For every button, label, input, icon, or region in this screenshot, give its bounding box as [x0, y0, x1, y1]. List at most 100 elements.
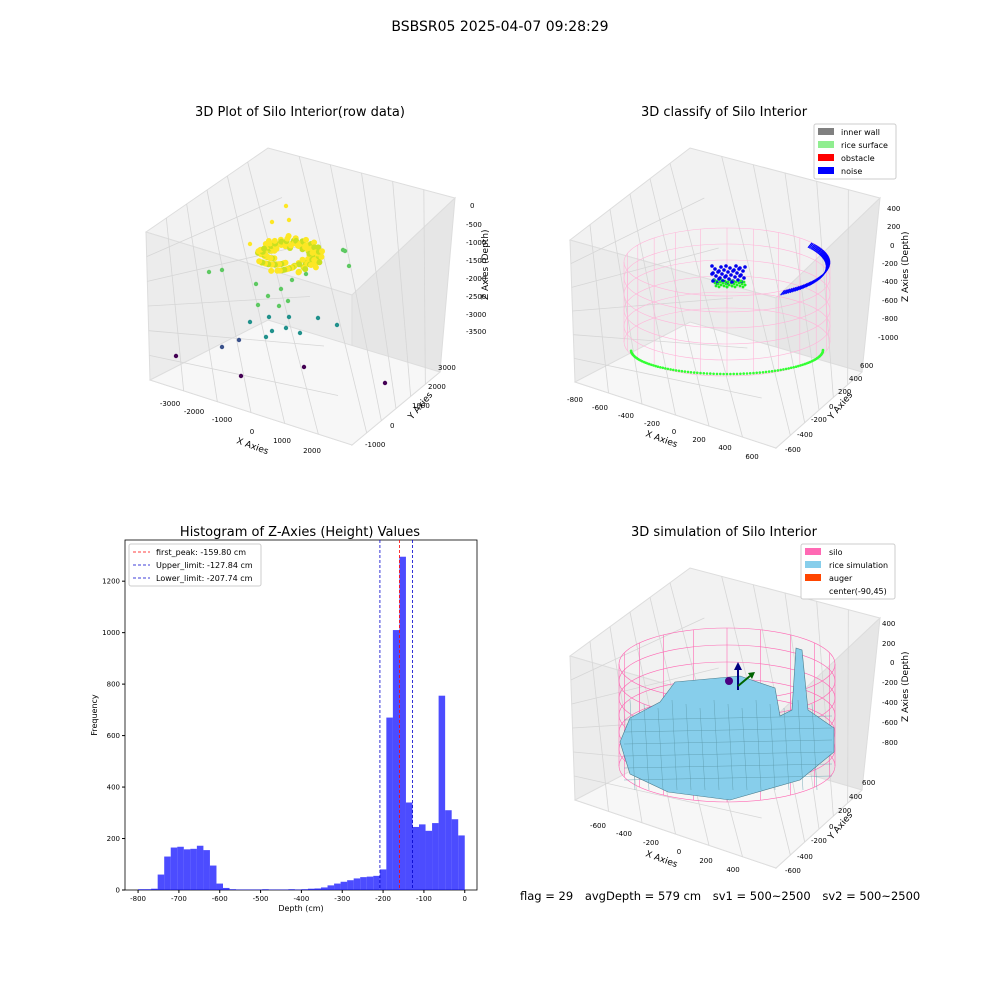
- p1-ztick-5: -2500: [466, 293, 486, 301]
- p1-xtick-4: 1000: [273, 437, 291, 445]
- panel4-auger: [725, 662, 755, 690]
- rice-surface-point: [677, 369, 681, 373]
- rice-surface-point: [799, 364, 802, 367]
- grid-line: [392, 181, 412, 397]
- legend-swatch: [818, 128, 834, 135]
- data-point: [256, 258, 263, 265]
- data-point: [311, 244, 318, 251]
- hist-bar: [157, 874, 165, 890]
- noise-point: [819, 250, 825, 256]
- p4-xtick-4: 200: [699, 857, 712, 865]
- hist-bar: [340, 881, 348, 890]
- hist-bar: [399, 556, 406, 890]
- y-tick-label: 400: [107, 784, 120, 792]
- p1-ztick-4: -2000: [466, 275, 486, 283]
- rice-surface-point: [686, 370, 690, 374]
- legend-label: Upper_limit: -127.84 cm: [156, 561, 253, 570]
- data-point: [265, 293, 271, 299]
- rice-surface-point: [699, 371, 702, 375]
- data-point: [271, 237, 278, 244]
- rice-surface-point: [652, 364, 655, 367]
- p2-xtick-7: 600: [745, 453, 758, 461]
- hist-bar: [262, 889, 269, 890]
- rice-surface-point: [740, 282, 744, 286]
- auger-shaft-y: [737, 675, 751, 687]
- hist-bar: [419, 824, 426, 891]
- x-tick-label: -600: [212, 895, 228, 903]
- rice-surface-point: [724, 282, 728, 286]
- rice-surface-point: [629, 349, 633, 353]
- rice-surface-point: [767, 370, 771, 373]
- noise-point: [825, 258, 830, 265]
- rice-surface-point: [784, 367, 788, 371]
- noise-point: [710, 264, 714, 268]
- p1-xlabel: X Axies: [235, 436, 270, 457]
- rice-surface-point: [761, 371, 765, 374]
- noise-point: [820, 251, 826, 258]
- noise-point: [804, 282, 809, 289]
- hist-bar: [275, 889, 282, 890]
- noise-point: [730, 280, 734, 284]
- noise-point: [785, 288, 791, 295]
- hist-bar: [151, 888, 158, 890]
- hist-bar: [216, 883, 223, 890]
- p4-zlabel: Z Axies (Depth): [901, 651, 911, 722]
- hist-bar: [170, 847, 178, 890]
- panel1-grid: [146, 156, 426, 435]
- p4-ztick-0: 400: [882, 620, 895, 628]
- rice-surface-point: [770, 369, 774, 373]
- hist-bar: [242, 889, 250, 890]
- surface-mesh-line: [623, 763, 833, 769]
- surface-mesh-line: [629, 699, 636, 791]
- data-point: [283, 203, 289, 209]
- data-point: [346, 263, 352, 269]
- hist-bar: [438, 695, 446, 890]
- grid-line: [784, 172, 820, 411]
- hist-bar: [373, 875, 380, 890]
- noise-point: [782, 289, 788, 296]
- data-point: [206, 269, 212, 275]
- noise-point: [813, 245, 819, 252]
- noise-point: [743, 265, 747, 269]
- noise-point: [738, 274, 742, 278]
- rice-surface-point: [776, 369, 780, 372]
- rice-surface-point: [792, 366, 795, 369]
- status-footer: flag = 29 avgDepth = 579 cm sv1 = 500~25…: [520, 889, 928, 903]
- rice-surface-point: [787, 367, 790, 370]
- rice-surface-point: [659, 366, 662, 369]
- surface-mesh-line: [783, 707, 790, 791]
- data-point: [303, 236, 309, 243]
- surface-mesh-line: [699, 707, 706, 791]
- legend-swatch: [818, 167, 834, 174]
- p2-ytick-6: 600: [860, 362, 873, 370]
- p2-xtick-6: 400: [718, 444, 731, 452]
- noise-point: [737, 267, 741, 271]
- hist-bar: [249, 889, 256, 890]
- rice-surface-point: [764, 370, 768, 374]
- rice-surface-point: [705, 372, 709, 375]
- data-point: [315, 315, 321, 321]
- surface-mesh-line: [685, 703, 692, 791]
- panel2-title: 3D classify of Silo Interior: [641, 105, 808, 120]
- hist-bar: [392, 630, 400, 890]
- noise-point: [729, 273, 733, 277]
- p4-ztick-3: -200: [882, 679, 898, 687]
- rice-surface-point: [735, 283, 739, 287]
- rice-surface-point: [789, 366, 793, 370]
- rice-surface-point: [714, 284, 718, 288]
- legend-items: silo rice simulation auger center(-90,45): [805, 548, 888, 596]
- p2-ztick-6: -800: [882, 315, 898, 323]
- rice-surface-point: [664, 367, 667, 370]
- rice-surface-point: [737, 281, 741, 285]
- hist-bar: [223, 887, 230, 890]
- panel1-title: 3D Plot of Silo Interior(row data): [195, 105, 405, 120]
- surface-mesh-line: [623, 751, 833, 757]
- p4-xtick-0: -600: [590, 822, 606, 830]
- surface-mesh-line: [727, 703, 734, 791]
- grid-line: [816, 601, 834, 817]
- noise-point: [815, 247, 821, 253]
- noise-point: [784, 288, 789, 295]
- p2-xtick-5: 200: [692, 436, 705, 444]
- rice-surface-point: [719, 372, 722, 376]
- data-point: [173, 353, 179, 359]
